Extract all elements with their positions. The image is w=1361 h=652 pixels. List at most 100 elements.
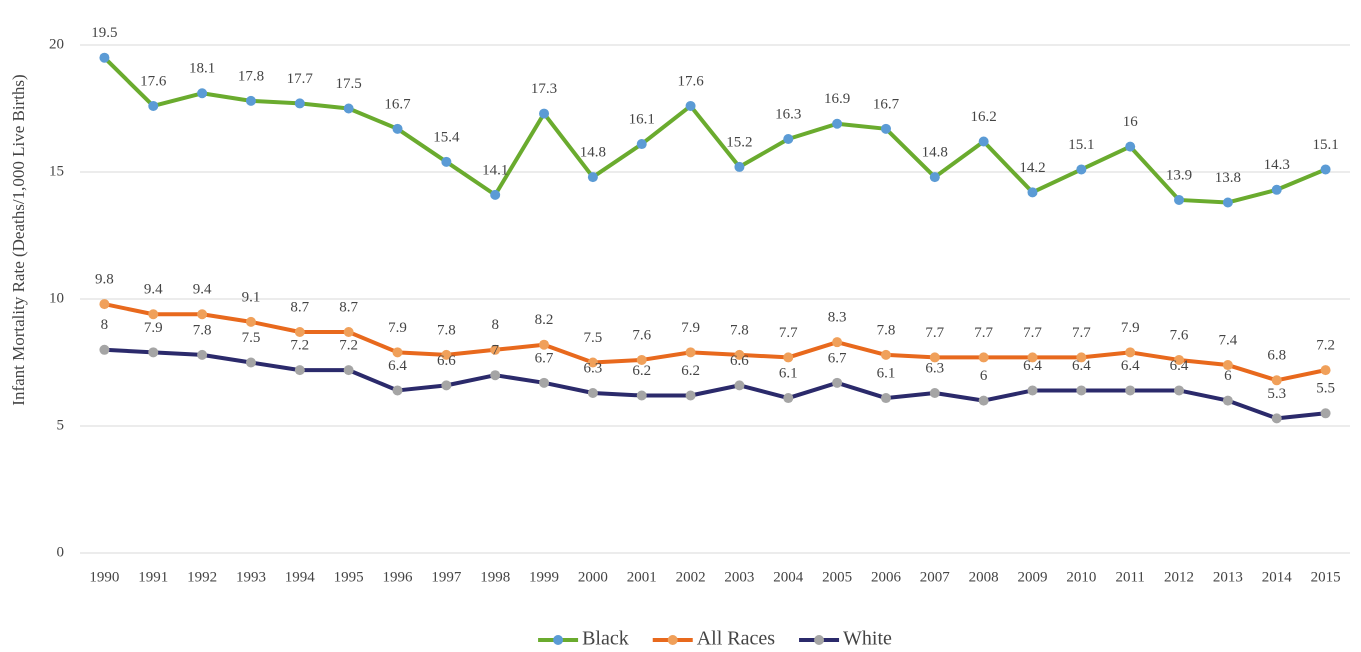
point (1027, 385, 1038, 396)
data-label: 13.9 (1166, 167, 1192, 183)
x-tick-label: 2013 (1213, 569, 1243, 585)
x-tick-label: 2009 (1018, 569, 1048, 585)
point (832, 118, 843, 129)
x-tick-label: 1991 (138, 569, 168, 585)
data-label: 6.4 (1170, 358, 1189, 374)
point (783, 393, 794, 404)
data-label: 7.4 (1219, 332, 1238, 348)
data-label: 7.8 (877, 322, 896, 338)
data-label: 6.3 (584, 360, 603, 376)
point (343, 327, 354, 338)
point (539, 377, 550, 388)
point (245, 357, 256, 368)
data-label: 8 (491, 317, 499, 333)
data-label: 19.5 (91, 25, 117, 41)
data-label: 7.9 (388, 320, 407, 336)
point (783, 352, 794, 363)
data-label: 14.8 (580, 145, 606, 161)
point (392, 347, 403, 358)
point (539, 339, 550, 350)
data-label: 14.8 (922, 145, 948, 161)
data-label: 7.2 (1316, 338, 1335, 354)
data-label: 9.8 (95, 272, 114, 288)
point (197, 309, 208, 320)
point (783, 133, 794, 144)
data-label: 6.7 (828, 350, 847, 366)
x-tick-label: 2008 (969, 569, 999, 585)
legend-marker (814, 635, 825, 645)
x-tick-label: 1998 (480, 569, 510, 585)
data-label: 15.1 (1312, 137, 1338, 153)
point (1174, 385, 1185, 396)
point (1271, 413, 1282, 424)
point (1320, 365, 1331, 376)
point (392, 385, 403, 396)
data-label: 6.6 (730, 353, 749, 369)
data-label: 9.4 (144, 282, 163, 298)
data-label: 8.7 (290, 299, 309, 315)
data-label: 8.3 (828, 310, 847, 326)
series-line (103, 56, 1327, 205)
x-tick-label: 2005 (822, 569, 852, 585)
data-label: 6.2 (681, 363, 700, 379)
data-label: 6.2 (632, 363, 651, 379)
x-tick-label: 2007 (920, 569, 951, 585)
point (343, 103, 354, 114)
data-label: 7.7 (925, 325, 944, 341)
point (490, 344, 501, 355)
data-label: 6 (1224, 368, 1232, 384)
data-label: 7.2 (339, 338, 358, 354)
data-label: 6.4 (388, 358, 407, 374)
point (1076, 164, 1087, 175)
data-label: 7.9 (1121, 320, 1140, 336)
point (636, 390, 647, 401)
x-tick-label: 2011 (1115, 569, 1144, 585)
data-label: 14.1 (482, 162, 508, 178)
data-label: 17.3 (531, 81, 557, 97)
legend-label: White (843, 628, 892, 650)
data-label: 16.1 (629, 111, 655, 127)
point (685, 390, 696, 401)
point (832, 377, 843, 388)
point (490, 370, 501, 381)
point (587, 357, 598, 368)
data-label: 6.8 (1267, 348, 1286, 364)
point (1222, 360, 1233, 371)
data-label: 18.1 (189, 61, 215, 77)
point (1271, 375, 1282, 386)
point (99, 344, 110, 355)
point (587, 172, 598, 183)
point (1320, 164, 1331, 175)
data-label: 6.1 (779, 365, 798, 381)
point (1320, 408, 1331, 419)
point (343, 365, 354, 376)
point (490, 189, 501, 200)
data-label: 9.1 (242, 289, 261, 305)
x-tick-label: 1995 (334, 569, 364, 585)
data-label: 5.3 (1267, 386, 1286, 402)
data-label: 7.8 (437, 322, 456, 338)
series-line (104, 302, 1326, 383)
point (392, 123, 403, 134)
point (978, 395, 989, 406)
data-label: 6.3 (925, 360, 944, 376)
x-tick-label: 1994 (285, 569, 316, 585)
point (441, 349, 452, 360)
x-tick-label: 1997 (431, 569, 462, 585)
point (880, 123, 891, 134)
point (197, 88, 208, 99)
point (245, 95, 256, 106)
point (978, 136, 989, 147)
data-label: 7.6 (632, 327, 651, 343)
point (1125, 141, 1136, 152)
point (929, 172, 940, 183)
x-tick-label: 2012 (1164, 569, 1194, 585)
point (929, 352, 940, 363)
x-tick-label: 1990 (89, 569, 119, 585)
data-label: 17.5 (336, 76, 362, 92)
point (294, 327, 305, 338)
point (734, 161, 745, 172)
point (148, 347, 159, 358)
data-label: 7.6 (1170, 327, 1189, 343)
